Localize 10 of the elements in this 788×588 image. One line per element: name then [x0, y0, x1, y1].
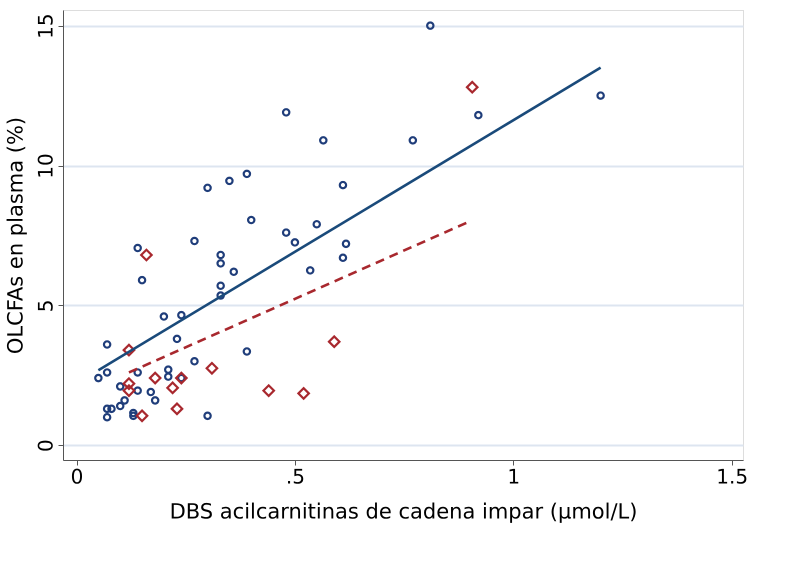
y-tick-label: 10	[34, 153, 58, 179]
y-tick-label: 0	[34, 439, 58, 452]
y-tick-label: 15	[34, 13, 58, 39]
x-tick-label: 0	[70, 464, 84, 488]
x-tick-label: 1	[507, 464, 520, 488]
y-tick-label: 5	[34, 299, 58, 312]
x-tick-label: 1.5	[716, 464, 748, 488]
x-axis-title: DBS acilcarnitinas de cadena impar (µmol/L)	[170, 500, 638, 524]
y-axis-title: OLCFAs en plasma (%)	[4, 116, 28, 354]
x-tick-label: .5	[286, 464, 305, 488]
